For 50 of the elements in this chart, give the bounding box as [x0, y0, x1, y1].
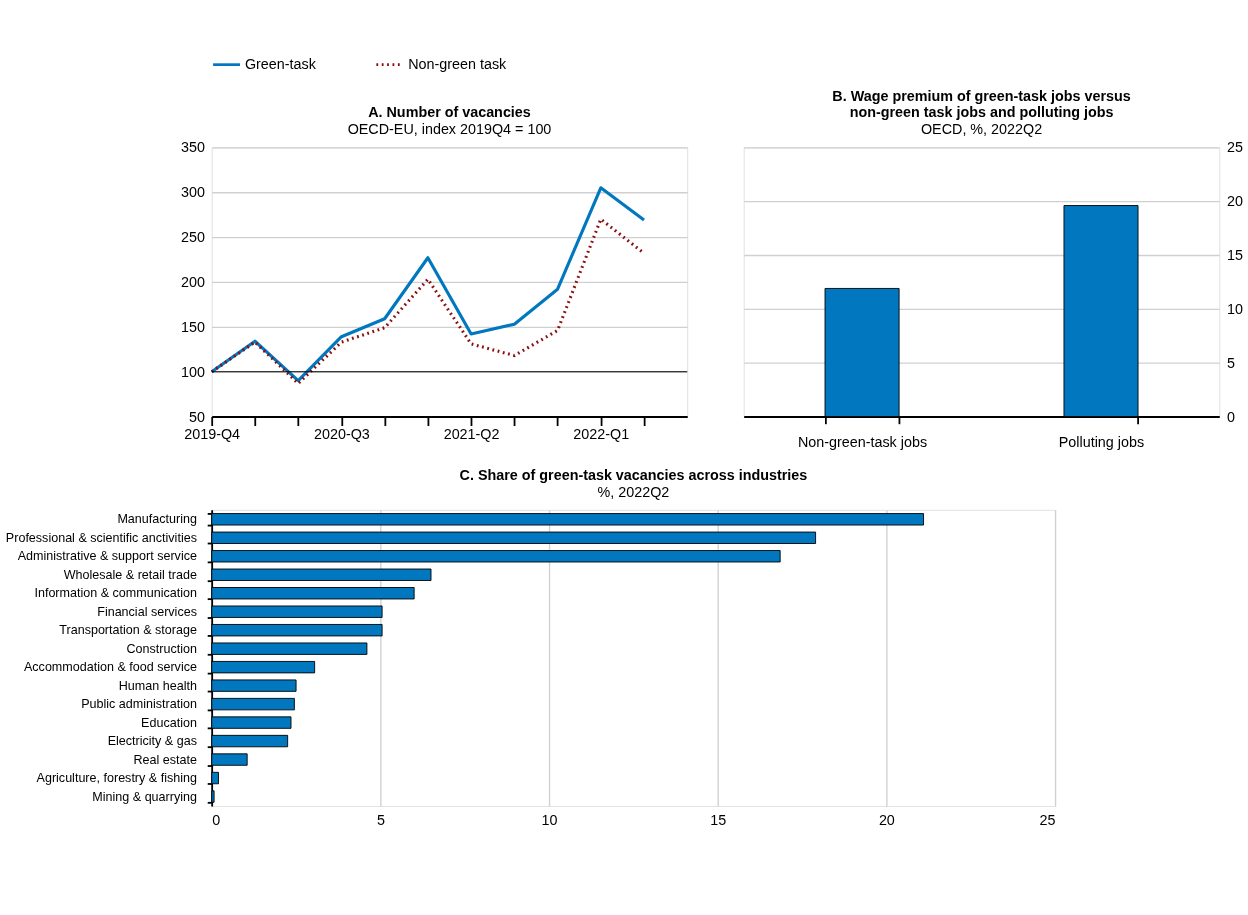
y-tick-label: 5	[1226, 354, 1235, 371]
y-tick-label: Real estate	[133, 752, 197, 767]
y-tick-label: Education	[141, 715, 197, 730]
y-tick-label: 300	[181, 184, 206, 201]
x-tick-label: 2020-Q3	[313, 426, 370, 443]
y-tick-label: 15	[1226, 247, 1243, 264]
x-tick-label: 20	[878, 812, 895, 829]
x-tick-label: 0	[212, 812, 221, 829]
x-tick-label: 25	[1039, 812, 1056, 829]
y-tick-label: 100	[181, 363, 206, 380]
chart-title: C. Share of green-task vacancies across industries	[459, 467, 808, 484]
y-tick-label: Construction	[126, 641, 197, 656]
y-tick-label: Financial services	[97, 604, 197, 619]
y-tick-label: Mining & quarrying	[92, 789, 197, 804]
y-tick-label: Manufacturing	[117, 512, 197, 527]
legend-label: Green-task	[244, 56, 317, 73]
y-tick-label: 350	[181, 139, 206, 156]
x-tick-label: 15	[710, 812, 727, 829]
y-tick-label: 20	[1226, 193, 1243, 210]
chart-subtitle: %, 2022Q2	[597, 484, 670, 501]
y-tick-label: 150	[181, 318, 206, 335]
y-tick-label: Electricity & gas	[107, 734, 197, 749]
y-tick-label: 25	[1226, 139, 1243, 156]
y-tick-label: 50	[189, 408, 206, 425]
chart-title: A. Number of vacancies	[368, 103, 531, 120]
y-tick-label: Information & communication	[34, 586, 197, 601]
y-tick-label: 0	[1226, 408, 1235, 425]
y-tick-label: 10	[1226, 300, 1243, 317]
x-tick-label: 2019-Q4	[184, 426, 241, 443]
y-tick-label: Accommodation & food service	[23, 660, 197, 675]
x-tick-label: Non-green-task jobs	[797, 433, 928, 450]
y-tick-label: Administrative & support service	[17, 549, 197, 564]
y-tick-label: Public administration	[81, 697, 197, 712]
x-tick-label: 2022-Q1	[573, 426, 630, 443]
y-tick-label: 200	[181, 273, 206, 290]
y-tick-label: Wholesale & retail trade	[63, 567, 197, 582]
y-tick-label: Transportation & storage	[59, 623, 197, 638]
y-tick-label: Agriculture, forestry & fishing	[36, 771, 197, 786]
chart-subtitle: OECD-EU, index 2019Q4 = 100	[347, 120, 552, 137]
y-tick-label: 250	[181, 229, 206, 246]
x-tick-label: Polluting jobs	[1058, 433, 1145, 450]
chart-title: B. Wage premium of green-task jobs versus non-green task jobs and polluting jobs	[832, 87, 1131, 120]
x-tick-label: 10	[541, 812, 558, 829]
y-tick-label: Professional & scientific anctivities	[5, 530, 197, 545]
chart-subtitle: OECD, %, 2022Q2	[920, 120, 1043, 137]
x-tick-label: 5	[376, 812, 385, 829]
line-series	[210, 186, 646, 383]
legend-label: Non-green task	[408, 56, 508, 73]
x-tick-label: 2021-Q2	[443, 426, 500, 443]
y-tick-label: Human health	[118, 678, 197, 693]
